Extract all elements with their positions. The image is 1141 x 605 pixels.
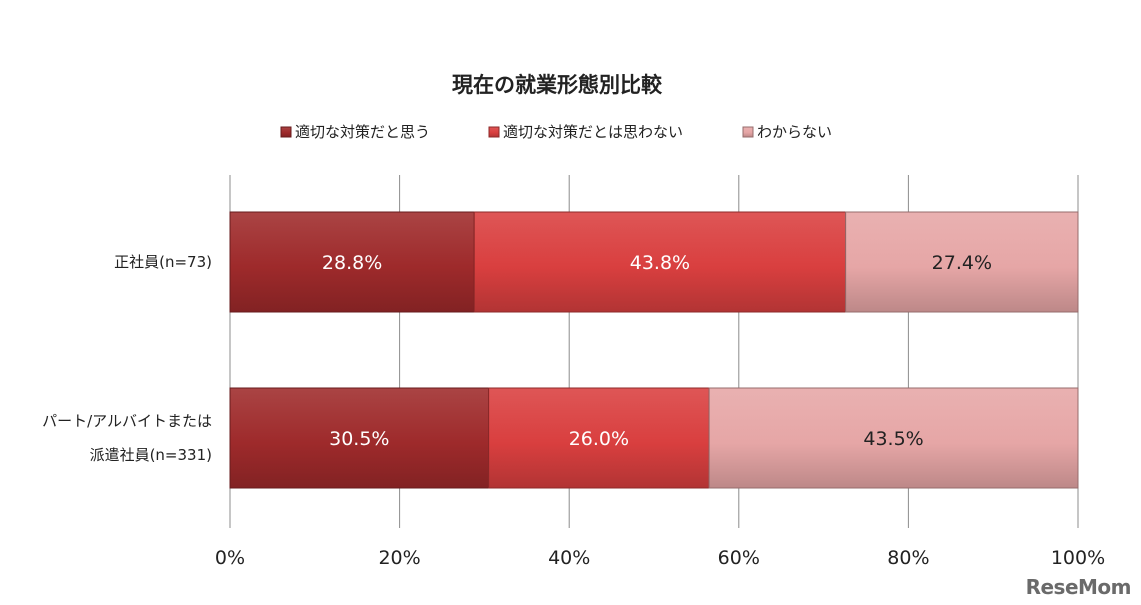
bar-segment xyxy=(229,387,490,489)
bar-segment xyxy=(488,387,710,489)
x-tick-label: 60% xyxy=(718,547,760,569)
x-tick-label: 40% xyxy=(548,547,590,569)
legend-label: 適切な対策だと思う xyxy=(295,123,430,141)
data-label: 26.0% xyxy=(569,428,629,450)
x-tick-label: 0% xyxy=(215,547,245,569)
data-label: 27.4% xyxy=(932,252,992,274)
legend-swatch xyxy=(280,126,292,138)
x-tick-label: 100% xyxy=(1051,547,1105,569)
legend: 適切な対策だと思う 適切な対策だとは思わない わからない xyxy=(280,123,832,141)
category-label: 正社員(n=73) xyxy=(114,253,212,271)
legend-label: わからない xyxy=(757,123,832,141)
data-label: 28.8% xyxy=(322,252,382,274)
category-label: パート/アルバイトまたは xyxy=(42,412,212,430)
chart-title: 現在の就業形態別比較 xyxy=(452,73,663,97)
data-label: 30.5% xyxy=(329,428,389,450)
legend-swatch xyxy=(488,126,500,138)
bars: 28.8% 43.8% 27.4% 30.5% 26.0% 43.5% xyxy=(229,211,1079,489)
bar-segment xyxy=(845,211,1079,313)
x-axis-tick-labels: 0% 20% 40% 60% 80% 100% xyxy=(215,547,1105,569)
x-tick-label: 80% xyxy=(887,547,929,569)
legend-label: 適切な対策だとは思わない xyxy=(503,123,683,141)
data-label: 43.5% xyxy=(863,428,923,450)
bar-segment xyxy=(229,211,475,313)
x-tick-label: 20% xyxy=(378,547,420,569)
data-label: 43.8% xyxy=(630,252,690,274)
watermark-logo: ReseMom xyxy=(1025,575,1132,599)
bar-segment xyxy=(708,387,1079,489)
category-label: 派遣社員(n=331) xyxy=(90,446,212,464)
legend-swatch xyxy=(742,126,754,138)
